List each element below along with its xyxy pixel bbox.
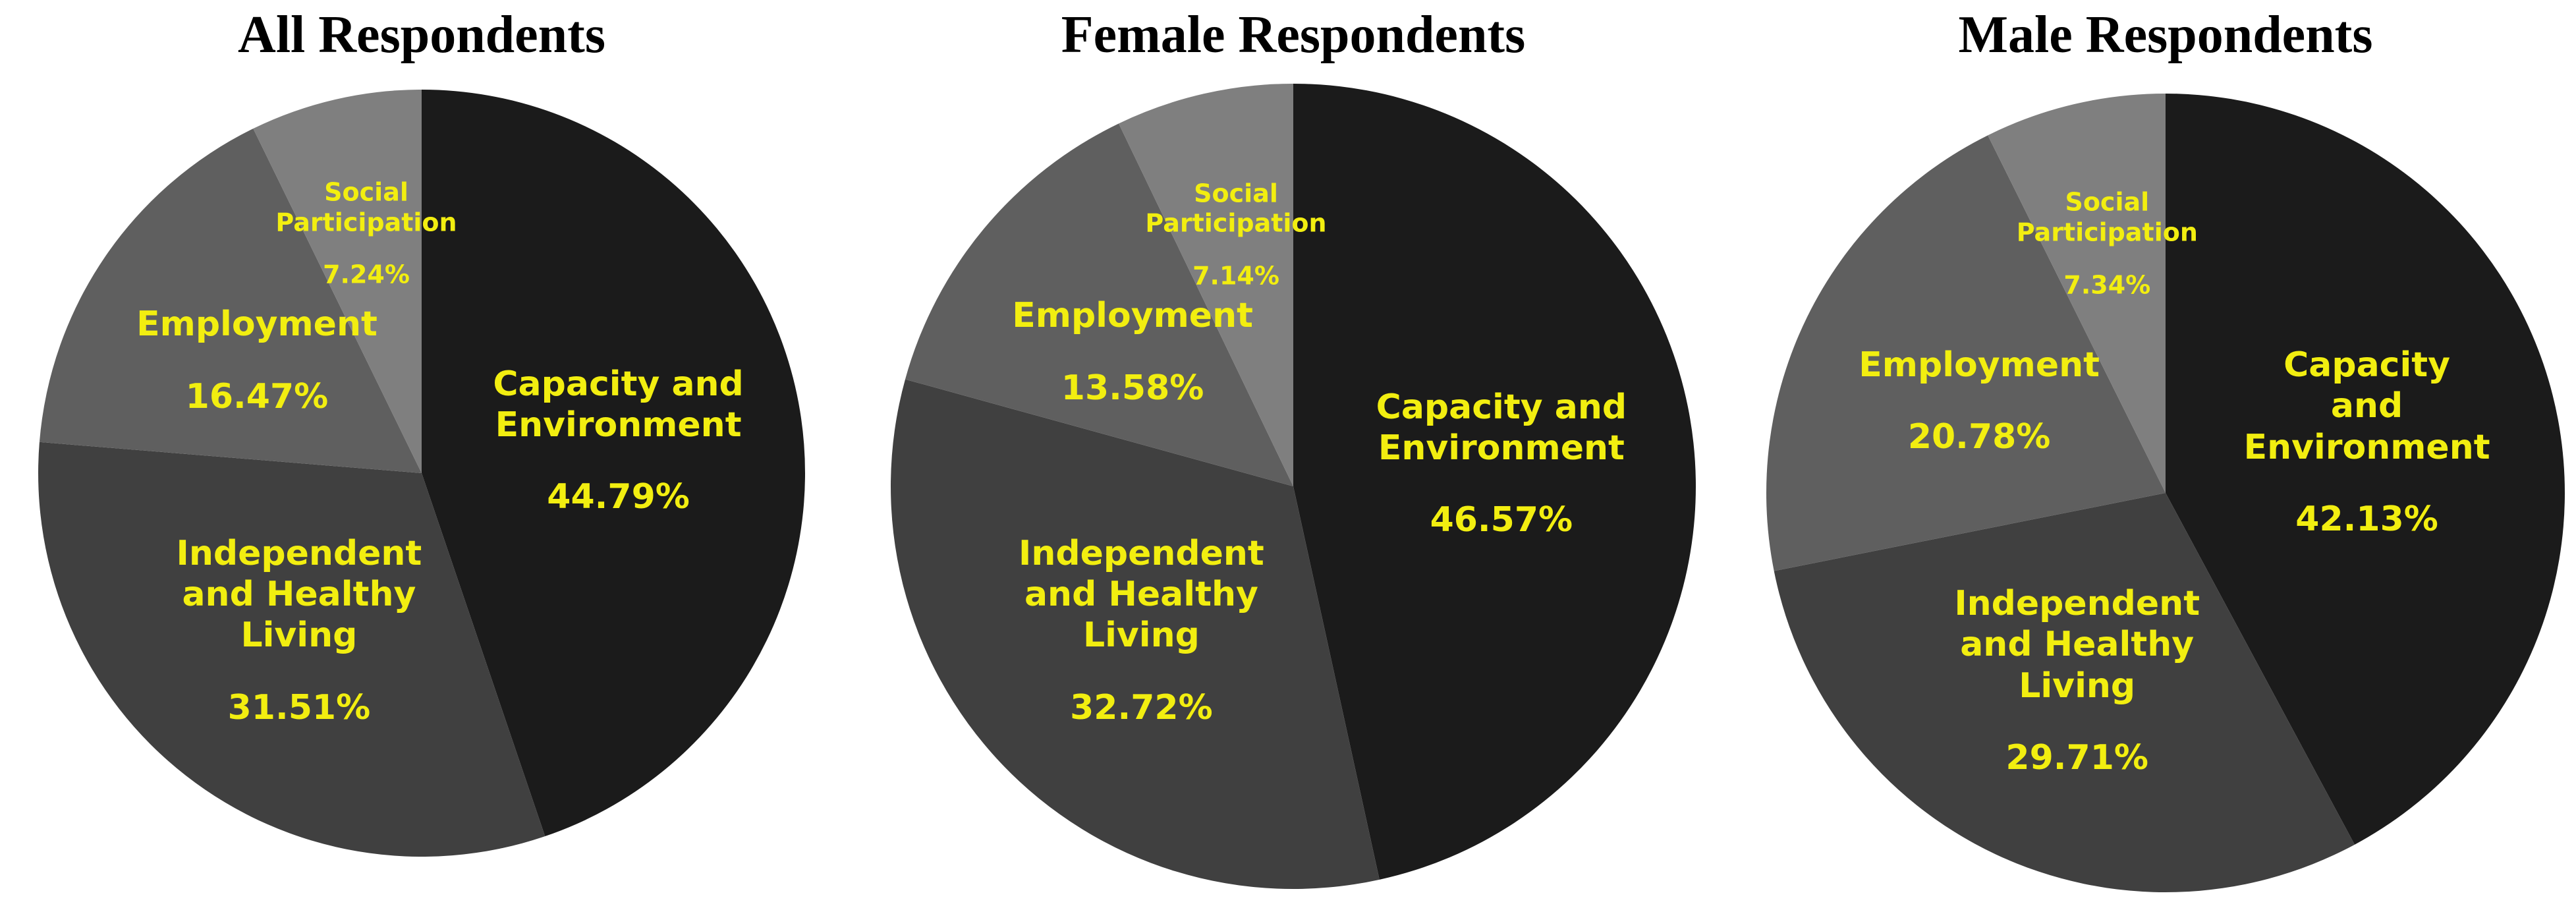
value-label: 7.34% <box>2063 270 2151 300</box>
chart-title: Male Respondents <box>1958 6 2373 64</box>
pie-slice <box>905 123 1293 486</box>
slice-label: Social Participation 7.14% <box>1141 179 1331 291</box>
value-label: 32.72% <box>1070 687 1213 728</box>
pie-slice <box>38 442 546 857</box>
chart-title: All Respondents <box>238 6 605 64</box>
pie-slice <box>1766 135 2166 571</box>
category-label: Social Participation <box>2016 187 2198 247</box>
slice-label: Independent and Healthy Living 29.71% <box>1947 583 2207 778</box>
value-label: 29.71% <box>2005 737 2148 778</box>
pie-slice <box>1774 493 2355 892</box>
category-label: Independent and Healthy Living <box>1019 533 1264 656</box>
value-label: 42.13% <box>2295 499 2438 539</box>
category-label: Employment <box>136 304 378 345</box>
value-label: 44.79% <box>547 477 690 517</box>
category-label: Social Participation <box>275 177 457 237</box>
value-label: 20.78% <box>1907 417 2051 457</box>
value-label: 16.47% <box>185 376 329 416</box>
category-label: Capacity and Environment <box>1376 387 1627 469</box>
slice-label: Employment 13.58% <box>1012 296 1253 409</box>
value-label: 31.51% <box>227 687 371 728</box>
slice-label: Capacity and Environment 44.79% <box>488 364 748 518</box>
chart-title: Female Respondents <box>1061 6 1526 64</box>
slice-label: Capacity and Environment 42.13% <box>2244 345 2490 540</box>
value-label: 13.58% <box>1061 368 1204 408</box>
category-label: Social Participation <box>1145 179 1327 238</box>
category-label: Employment <box>1859 345 2100 386</box>
pie-slice <box>253 90 422 473</box>
pie-slice <box>39 129 422 474</box>
pie-slice <box>890 379 1380 890</box>
slice-label: Independent and Healthy Living 32.72% <box>1011 532 1272 728</box>
slice-label: Independent and Healthy Living 31.51% <box>169 532 429 728</box>
slice-label: Capacity and Environment 46.57% <box>1371 387 1631 541</box>
slice-label: Employment 16.47% <box>136 304 378 418</box>
slice-label: Social Participation 7.24% <box>271 178 462 291</box>
slice-label: Employment 20.78% <box>1859 345 2100 458</box>
pie-slice <box>1119 84 1293 486</box>
value-label: 46.57% <box>1430 500 1573 540</box>
value-label: 7.14% <box>1192 261 1279 291</box>
category-label: Capacity and Environment <box>2243 345 2490 467</box>
value-label: 7.24% <box>323 260 410 289</box>
pie-slice <box>1293 84 1696 880</box>
category-label: Independent and Healthy Living <box>1954 583 2200 706</box>
pie-slice <box>422 90 805 837</box>
category-label: Employment <box>1012 296 1253 336</box>
pie-slice <box>1988 94 2166 493</box>
slice-label: Social Participation 7.34% <box>2012 188 2202 300</box>
category-label: Capacity and Environment <box>493 364 744 445</box>
pie-slice <box>2166 94 2565 845</box>
category-label: Independent and Healthy Living <box>176 533 422 656</box>
